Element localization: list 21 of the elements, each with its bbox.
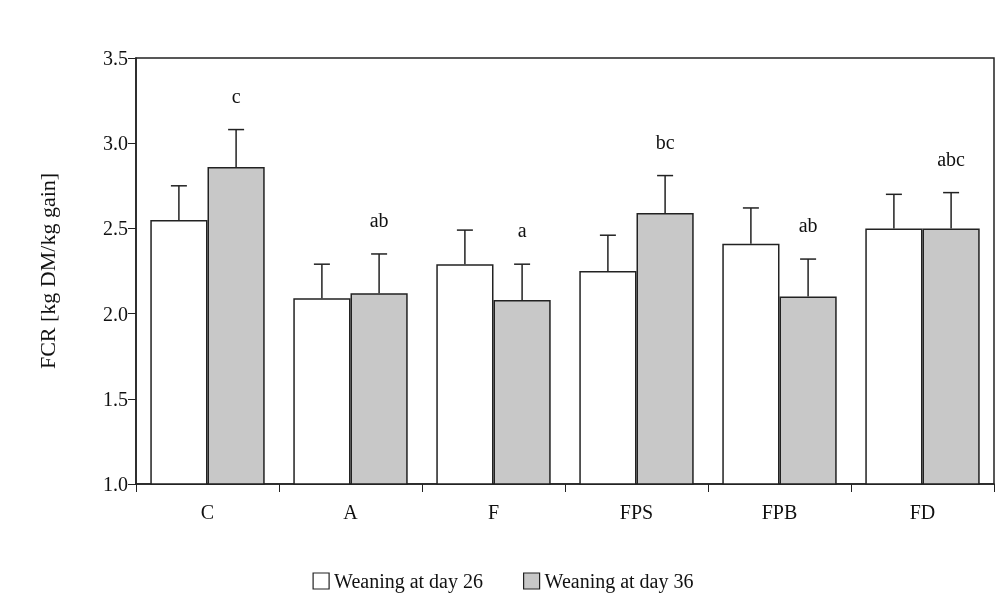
annotation: bc xyxy=(655,130,675,153)
y-tick-label: 1.0 xyxy=(103,473,128,495)
x-tick-label: FPS xyxy=(619,501,654,523)
x-tick-label: C xyxy=(200,501,215,523)
y-tick-label: 2.0 xyxy=(103,302,128,325)
y-tick-label: 1.5 xyxy=(103,387,128,410)
y-tick-label: 2.5 xyxy=(103,217,128,240)
x-tick-label: FD xyxy=(909,501,936,523)
legend-label: Weaning at day 26 xyxy=(334,570,484,593)
annotation: c xyxy=(231,84,241,107)
annotation: ab xyxy=(369,208,389,231)
annotation: ab xyxy=(798,214,818,237)
x-tick-label: A xyxy=(343,501,359,523)
annotation: abc xyxy=(937,147,966,170)
legend-label: Weaning at day 36 xyxy=(544,570,694,593)
annotation: a xyxy=(517,219,527,242)
x-tick-label: F xyxy=(487,501,500,523)
y-axis-title: FCR [kg DM/kg gain] xyxy=(34,172,60,370)
x-tick-label: FPB xyxy=(761,501,798,523)
y-tick-label: 3.5 xyxy=(103,47,128,69)
y-tick-label: 3.0 xyxy=(103,132,128,155)
